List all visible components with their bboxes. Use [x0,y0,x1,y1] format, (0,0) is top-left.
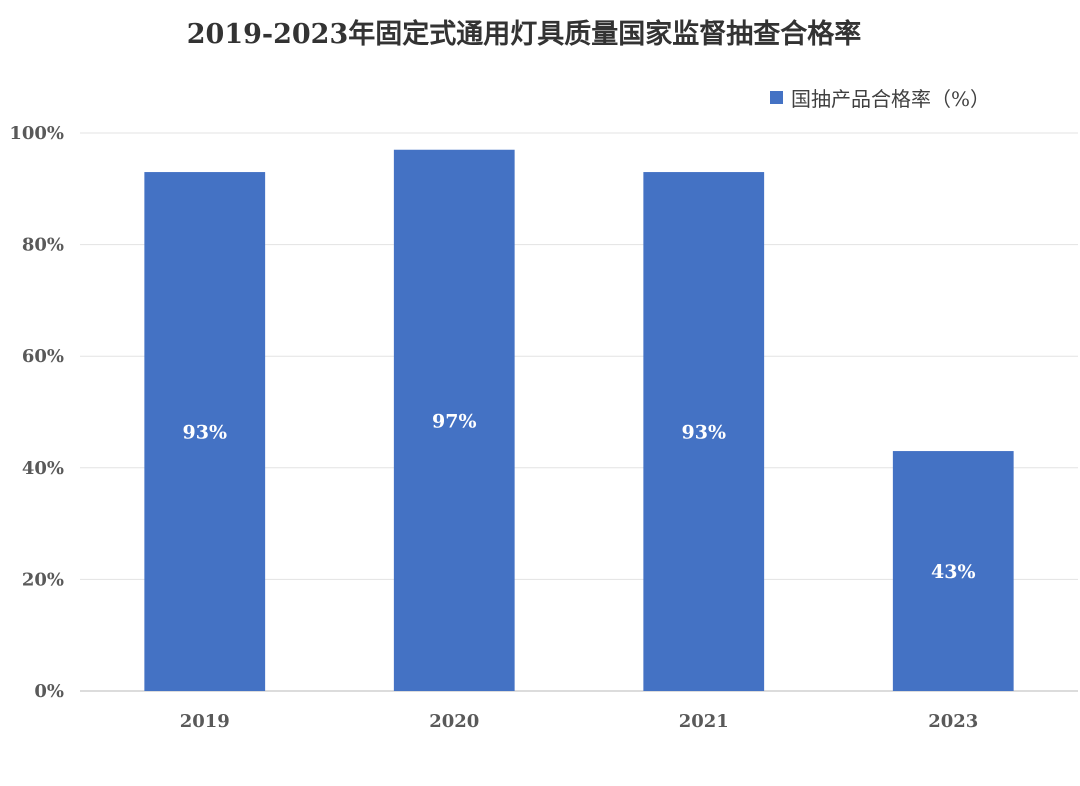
y-tick-label: 40% [22,458,64,479]
data-labels: 93% 97% 93% 43% [183,410,976,583]
y-tick-label: 80% [22,235,64,256]
y-tick-label: 0% [34,681,64,702]
chart-title: 2019-2023年固定式通用灯具质量国家监督抽查合格率 [186,19,862,50]
legend-label: 国抽产品合格率（%） [791,87,991,111]
x-tick-label: 2020 [429,711,479,732]
legend: 国抽产品合格率（%） [770,83,990,112]
data-label: 93% [183,422,228,444]
bars [144,149,1014,692]
y-tick-label: 20% [22,569,64,590]
x-tick-label: 2019 [180,711,230,732]
bar [144,172,266,691]
data-label: 97% [432,410,477,432]
x-tick-label: 2021 [679,711,729,732]
bar [643,172,765,691]
data-label: 43% [931,561,976,583]
y-axis-ticks: 0% 20% 40% 60% 80% 100% [9,123,64,702]
legend-swatch [770,91,783,104]
y-tick-label: 60% [22,346,64,367]
x-tick-label: 2023 [928,711,978,732]
x-axis-ticks: 2019 2020 2021 2023 [180,711,979,732]
y-tick-label: 100% [9,123,64,144]
data-label: 93% [682,422,727,444]
bar [892,451,1014,691]
bar [393,149,515,692]
